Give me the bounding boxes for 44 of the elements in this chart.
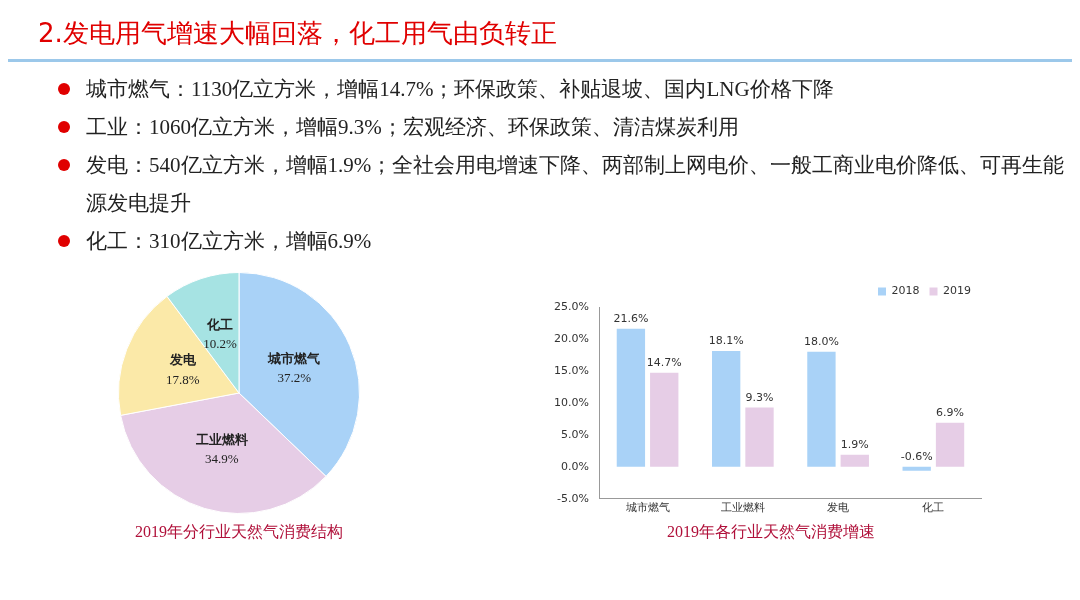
legend-label: 2019 (943, 284, 972, 298)
x-tick-label: 化工 (922, 501, 945, 515)
text: 发电：540亿立方米，增幅1.9%；全社会用电增速下降、两部制上网电价、一般工商业电价降低、可再生能源发电提升 (86, 152, 1066, 217)
data-label: 21.6% (613, 312, 649, 326)
x-tick-label: 城市燃气 (624, 501, 670, 515)
data-label: 18.0% (803, 335, 839, 349)
bar (807, 351, 836, 467)
y-tick-label: 10.0% (553, 395, 589, 409)
data-label: 18.1% (708, 334, 744, 348)
y-tick-label: 5.0% (560, 427, 589, 441)
data-label: 34.9% (205, 451, 239, 467)
y-tick-label: 20.0% (553, 331, 589, 345)
y-tick-label: 0.0% (560, 459, 589, 473)
slice-label: 工业燃料 (194, 432, 248, 448)
slice-label: 发电 (168, 352, 197, 368)
bar (745, 407, 774, 467)
data-label: 37.2% (277, 369, 312, 385)
data-label: 1.9% (840, 438, 869, 452)
bar (616, 328, 646, 467)
y-tick-label: -5.0% (557, 491, 589, 505)
text: 化工：310亿立方米，增幅6.9% (86, 228, 372, 255)
text: 2019年分行业天然气消费结构 (134, 522, 344, 542)
x-tick-label: 发电 (827, 501, 850, 515)
bar (712, 351, 741, 467)
data-label: -0.6% (900, 450, 933, 464)
data-label: 17.8% (166, 371, 200, 387)
legend-label: 2018 (891, 284, 920, 298)
slice-label: 化工 (206, 317, 234, 333)
data-label: 9.3% (745, 390, 774, 404)
bar (650, 372, 679, 467)
text: 工业：1060亿立方米，增幅9.3%；宏观经济、环保政策、清洁煤炭利用 (86, 114, 739, 141)
y-tick-label: 15.0% (553, 363, 589, 377)
bar (840, 454, 869, 467)
x-tick-label: 工业燃料 (720, 501, 765, 515)
text: 城市燃气：1130亿立方米，增幅14.7%；环保政策、补贴退坡、国内LNG价格下降 (86, 76, 834, 103)
data-label: 6.9% (936, 406, 965, 420)
data-label: 14.7% (646, 356, 682, 370)
bar (935, 422, 965, 467)
text: 2019年各行业天然气消费增速 (666, 522, 876, 542)
y-tick-label: 25.0% (553, 299, 589, 313)
bar (902, 466, 931, 471)
slice-label: 城市燃气 (267, 350, 321, 366)
text: 2.发电用气增速大幅回落，化工用气由负转正 (8, 8, 1072, 62)
data-label: 10.2% (203, 336, 237, 352)
